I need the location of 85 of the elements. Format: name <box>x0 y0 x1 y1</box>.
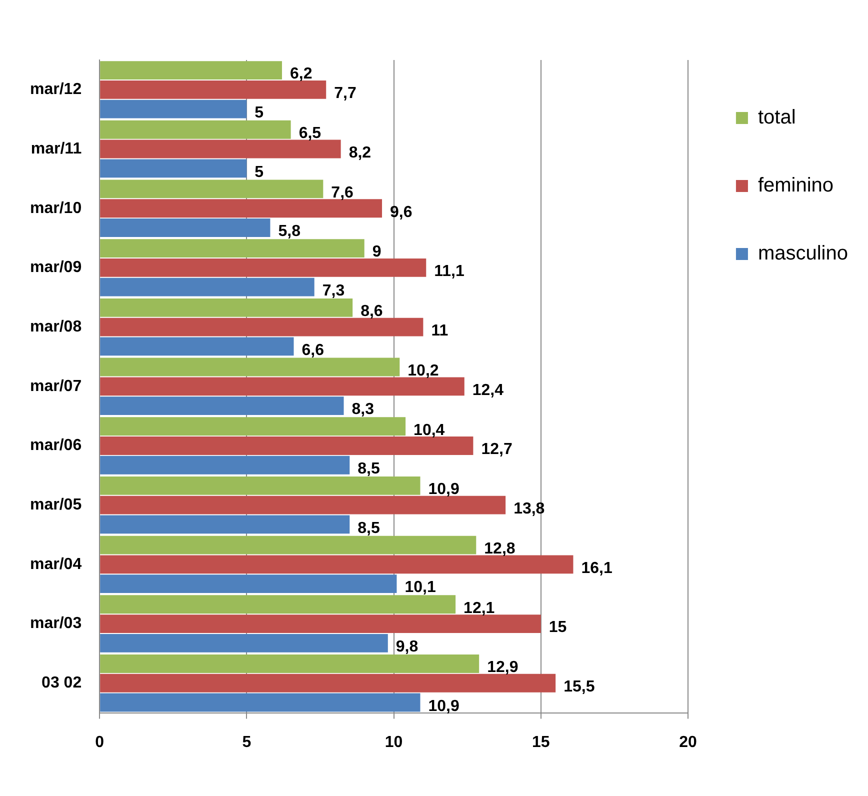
bar <box>100 120 291 139</box>
legend-label: feminino <box>758 174 834 197</box>
bar <box>100 258 426 277</box>
data-label: 10,2 <box>408 362 439 380</box>
data-label: 5,8 <box>278 223 301 240</box>
bar <box>100 496 506 514</box>
data-label: 7,3 <box>322 282 345 300</box>
x-tick-label: 5 <box>242 734 252 751</box>
data-label: 9,6 <box>390 204 412 221</box>
data-label: 9,8 <box>396 638 418 656</box>
bar <box>100 180 324 198</box>
bar <box>100 515 350 534</box>
bar <box>100 278 314 296</box>
bar <box>100 61 282 80</box>
x-tick-label: 10 <box>384 734 403 751</box>
y-tick-label: mar/03 <box>30 615 82 632</box>
data-label: 11,1 <box>434 263 464 280</box>
data-label: 12,7 <box>481 441 512 458</box>
bar <box>100 555 574 574</box>
data-label: 6,5 <box>298 125 322 142</box>
y-tick-label: mar/09 <box>30 259 82 276</box>
y-tick-label: 03 02 <box>42 674 82 692</box>
data-label: 8,5 <box>358 460 380 478</box>
data-label: 6,2 <box>290 66 312 83</box>
bar <box>100 456 350 474</box>
bar <box>100 674 556 692</box>
data-label: 12,8 <box>484 540 516 558</box>
data-label: 8,6 <box>360 303 383 320</box>
data-label: 8,2 <box>348 144 372 162</box>
data-label: 10,4 <box>414 422 445 439</box>
y-tick-label: mar/04 <box>30 556 82 573</box>
legend-label: total <box>758 106 796 129</box>
data-label: 7,7 <box>334 85 356 102</box>
x-tick-label: 15 <box>532 734 550 751</box>
bar <box>100 417 406 436</box>
bar <box>100 218 270 237</box>
y-tick-label: mar/12 <box>30 81 82 98</box>
bar <box>100 239 364 258</box>
data-label: 7,6 <box>331 184 354 202</box>
bar <box>100 199 382 218</box>
bar <box>100 358 400 376</box>
legend-label: masculino <box>758 242 848 265</box>
data-label: 6,6 <box>302 342 324 359</box>
y-tick-label: mar/07 <box>30 378 82 395</box>
bar <box>100 377 464 396</box>
bar <box>100 140 341 158</box>
data-label: 8,5 <box>358 520 380 537</box>
bar <box>100 614 541 633</box>
data-label: 12,9 <box>487 659 518 676</box>
data-label: 12,1 <box>464 600 495 617</box>
bar <box>100 634 388 652</box>
y-tick-label: mar/06 <box>30 437 82 454</box>
bar <box>100 159 247 178</box>
y-tick-label: mar/11 <box>30 140 82 158</box>
data-label: 12,4 <box>472 382 504 399</box>
data-label: 11 <box>431 322 448 340</box>
data-label: 5 <box>254 104 264 122</box>
bar <box>100 536 476 554</box>
data-label: 16,1 <box>581 560 612 577</box>
data-label: 10,9 <box>428 698 460 715</box>
data-label: 10,9 <box>428 481 460 498</box>
data-label: 8,3 <box>352 401 374 418</box>
x-tick-label: 0 <box>95 734 104 751</box>
bar <box>100 337 294 356</box>
data-label: 9 <box>372 244 382 261</box>
data-label: 13,8 <box>514 500 545 518</box>
data-label: 15,5 <box>564 678 595 696</box>
data-label: 15 <box>548 619 567 636</box>
bar <box>100 80 326 99</box>
y-tick-label: mar/08 <box>30 318 82 336</box>
bar <box>100 476 420 495</box>
bar <box>100 595 456 614</box>
bar <box>100 654 480 673</box>
bar <box>100 574 397 594</box>
data-label: 10,1 <box>404 579 436 596</box>
bar <box>100 318 424 336</box>
bar <box>100 436 474 455</box>
y-tick-label: mar/05 <box>30 496 82 514</box>
data-label: 5 <box>254 164 264 181</box>
bar <box>100 298 353 317</box>
bar <box>100 396 344 415</box>
bar <box>100 100 247 118</box>
x-tick-label: 20 <box>679 734 697 751</box>
bar <box>100 693 420 712</box>
y-tick-label: mar/10 <box>30 200 82 217</box>
